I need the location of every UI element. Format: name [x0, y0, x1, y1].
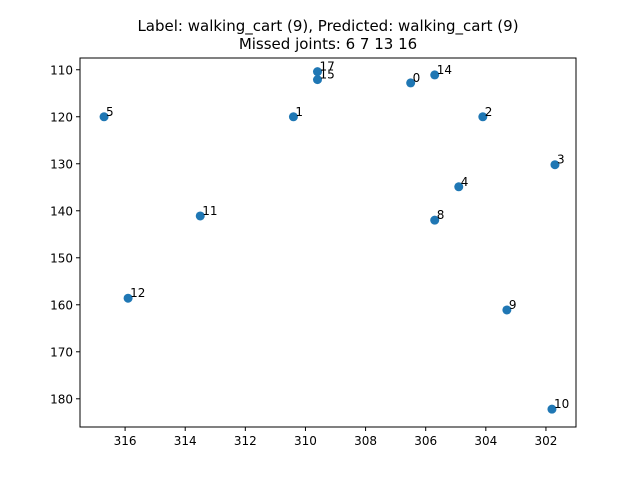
data-point: [288, 112, 298, 122]
x-tick-label: 316: [114, 434, 137, 448]
data-point: [195, 211, 205, 221]
data-point-label: 5: [106, 105, 114, 119]
x-tick-label: 306: [414, 434, 437, 448]
data-point-label: 15: [319, 68, 334, 82]
data-point: [123, 293, 133, 303]
y-tick-label: 110: [50, 63, 73, 77]
data-point-label: 11: [202, 204, 217, 218]
data-point-label: 12: [130, 286, 145, 300]
data-point-label: 8: [437, 208, 445, 222]
data-point-label: 10: [554, 397, 569, 411]
x-tick-label: 312: [234, 434, 257, 448]
data-point-label: 9: [509, 298, 517, 312]
y-tick-label: 130: [50, 157, 73, 171]
data-point-label: 3: [557, 153, 565, 167]
data-point-label: 0: [413, 71, 421, 85]
data-point: [547, 404, 557, 414]
chart-title: Label: walking_cart (9), Predicted: walk…: [137, 17, 518, 36]
plot-area: 316 314 312 310 308 306 304 3021101201301401501…: [50, 60, 569, 448]
data-point: [312, 67, 322, 77]
data-point-label: 4: [461, 175, 469, 189]
chart-subtitle: Missed joints: 6 7 13 16: [239, 35, 417, 53]
x-tick-label: 310: [294, 434, 317, 448]
y-tick-label: 140: [50, 204, 73, 218]
data-point-label: 14: [437, 63, 452, 77]
data-point: [502, 305, 512, 315]
x-tick-label: 302: [534, 434, 557, 448]
data-point: [478, 112, 488, 122]
y-tick-label: 150: [50, 251, 73, 265]
data-point-label: 17: [319, 60, 334, 74]
data-point: [99, 112, 109, 122]
data-point-label: 2: [485, 105, 493, 119]
y-tick-label: 120: [50, 110, 73, 124]
data-point: [454, 182, 464, 192]
y-tick-label: 180: [50, 392, 73, 406]
x-tick-label: 304: [474, 434, 497, 448]
data-point: [406, 78, 416, 88]
y-tick-label: 170: [50, 345, 73, 359]
data-point: [550, 160, 560, 170]
data-point-label: 1: [295, 105, 303, 119]
x-tick-label: 308: [354, 434, 377, 448]
data-point: [312, 75, 322, 85]
data-point: [430, 70, 440, 80]
axes-frame: [79, 57, 577, 428]
x-tick-label: 314: [174, 434, 197, 448]
y-tick-label: 160: [50, 298, 73, 312]
data-point: [430, 215, 440, 225]
